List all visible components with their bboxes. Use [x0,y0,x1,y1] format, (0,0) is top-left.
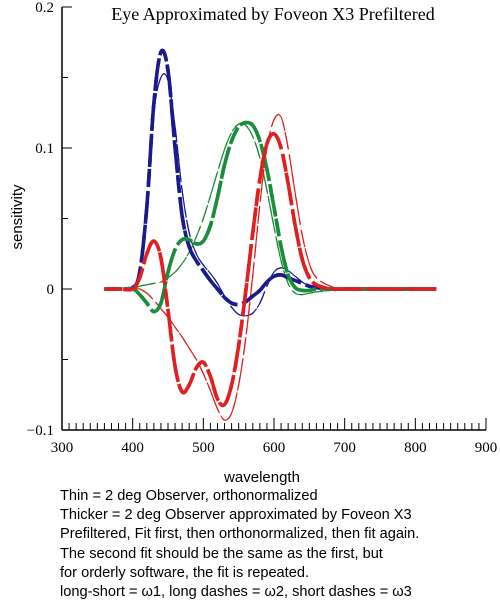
x-axis-label: wavelength [223,469,300,486]
y-tick-label: 0.2 [35,0,54,16]
x-tick-label: 300 [51,440,74,456]
caption-line: The second fit should be the same as the… [60,545,383,562]
x-tick-label: 700 [333,440,356,456]
chart-title: Eye Approximated by Foveon X3 Prefiltere… [111,4,434,24]
caption-line: Thicker = 2 deg Observer approximated by… [60,507,412,524]
x-tick-label: 600 [263,440,286,456]
sensitivity-chart: 300 400 500 600 700 800 900 0.2 0.1 0 −0.1 Eye App… [9,0,497,486]
series-line [104,48,437,307]
x-tick-label: 500 [192,440,215,456]
series-line [104,120,437,314]
series-line [104,132,437,408]
x-tick-label: 400 [121,440,144,456]
figure-caption: Thin = 2 deg Observer, orthonormalized T… [60,487,496,602]
y-tick-label: 0.1 [35,141,54,157]
y-tick-label: −0.1 [27,423,54,439]
x-tick-label: 800 [404,440,427,456]
y-tick-label: 0 [47,282,55,298]
chart-axes: 300 400 500 600 700 800 900 0.2 0.1 0 −0.1 [27,0,497,456]
y-axis-label: sensitivity [9,184,26,250]
series-line [104,122,437,296]
caption-line: for orderly software, the fit is repeate… [60,564,310,581]
caption-line: Prefiltered, Fit first, then orthonormal… [60,526,420,543]
series-line [104,113,437,421]
caption-line: Thin = 2 deg Observer, orthonormalized [60,488,318,504]
series-line [104,132,437,408]
series-line [104,113,437,421]
series-line [104,73,437,317]
chart-curves [104,48,437,421]
caption-line: long-short = ω1, long dashes = ω2, short… [60,584,412,601]
series-line [104,122,437,296]
x-tick-label: 900 [475,440,498,456]
